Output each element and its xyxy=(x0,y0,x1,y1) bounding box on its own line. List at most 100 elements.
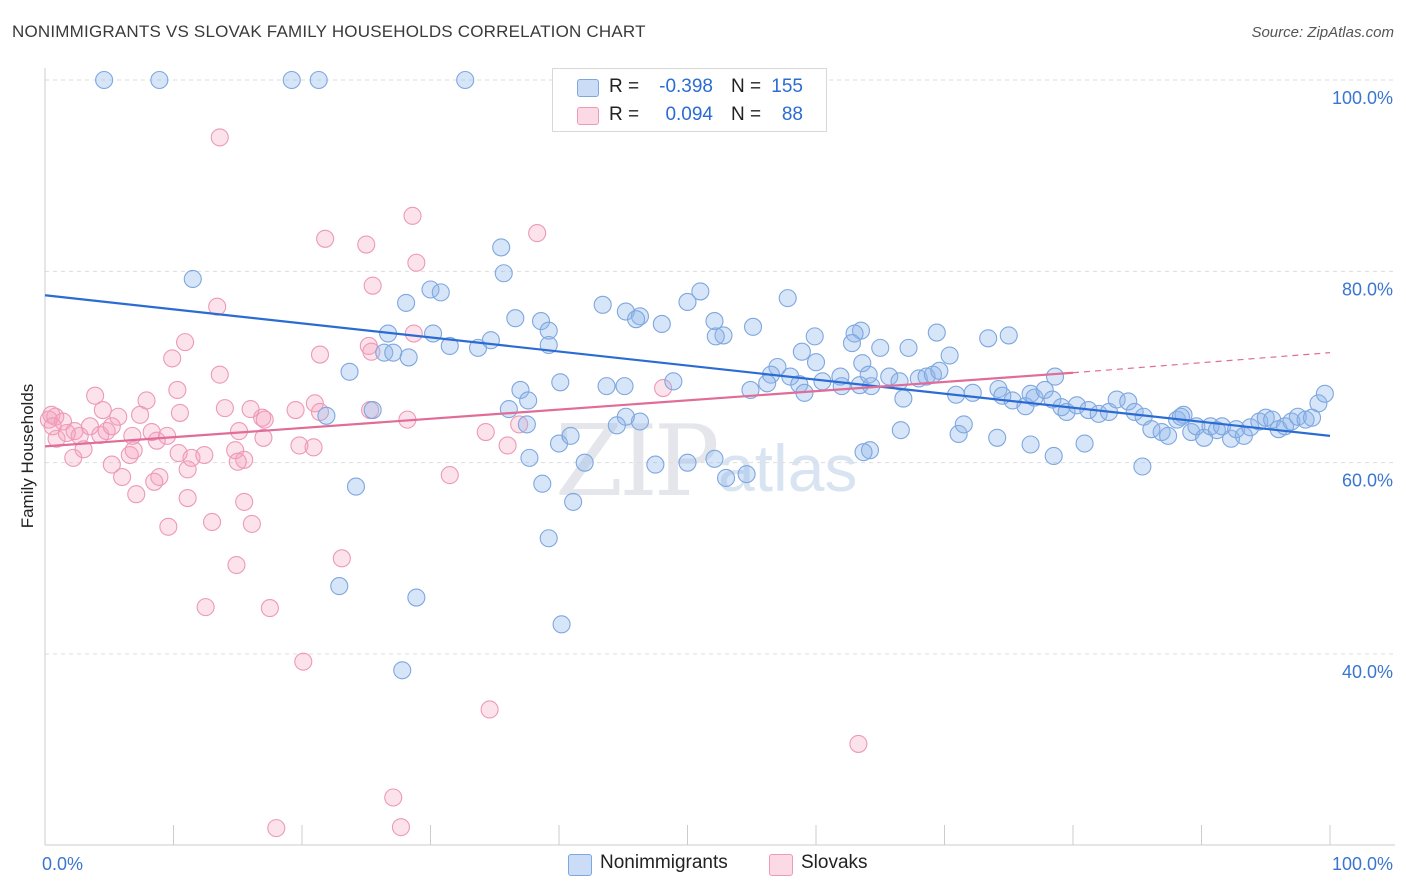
y-tick-label: 60.0% xyxy=(1342,471,1393,491)
legend-n-value: 155 xyxy=(771,76,803,97)
slovaks-point xyxy=(215,399,234,418)
nonimmigrants-point xyxy=(1296,410,1315,429)
slovaks-point xyxy=(170,403,189,422)
nonimmigrants-point xyxy=(940,346,959,365)
slovaks-point xyxy=(362,342,381,361)
source-credit: Source: ZipAtlas.com xyxy=(1251,24,1394,41)
nonimmigrants-point xyxy=(363,400,382,420)
nonimmigrants-point xyxy=(1107,390,1126,409)
nonimmigrants-point xyxy=(1213,417,1232,436)
nonimmigrants-point xyxy=(646,455,665,474)
slovaks-point xyxy=(127,485,146,504)
correlation-legend: R = -0.398 N = 155 R = 0.094 N = 88 xyxy=(552,68,827,132)
nonimmigrants-point xyxy=(421,280,440,299)
slovaks-point xyxy=(242,514,261,533)
slovaks-point xyxy=(226,441,245,460)
nonimmigrants-point xyxy=(963,383,982,402)
slovaks-point xyxy=(253,408,272,427)
tick-labels: 40.0% 60.0% 80.0% 100.0% 0.0% 100.0% xyxy=(42,88,1393,874)
slovaks-point xyxy=(403,206,422,225)
slovaks-point xyxy=(142,423,161,442)
slovaks-point xyxy=(305,394,324,413)
nonimmigrants-point xyxy=(282,70,301,90)
nonimmigrants-point xyxy=(499,400,518,419)
nonimmigrants-point xyxy=(384,343,403,362)
nonimmigrants-point xyxy=(393,661,412,680)
nonimmigrants-point xyxy=(431,283,450,302)
nonimmigrants-point xyxy=(741,380,760,400)
slovaks-point xyxy=(150,467,169,487)
slovaks-point xyxy=(404,324,423,343)
nonimmigrants-point xyxy=(743,317,763,336)
slovaks-point xyxy=(145,472,164,491)
nonimmigrants-point xyxy=(871,338,890,357)
slovaks-point xyxy=(363,276,382,295)
slovaks-point xyxy=(102,417,121,436)
slovaks-point xyxy=(267,819,286,838)
legend-r-value: -0.398 xyxy=(659,76,713,97)
nonimmigrants-point xyxy=(949,424,968,444)
nonimmigrants-point xyxy=(899,338,918,357)
nonimmigrants-point xyxy=(979,329,998,348)
legend-n-label: N = xyxy=(731,76,762,97)
slovaks-point xyxy=(124,441,143,460)
y-axis-label: Family Households xyxy=(18,383,37,529)
nonimmigrants-point xyxy=(95,70,114,90)
slovaks-point xyxy=(476,423,495,442)
slovaks-point xyxy=(210,365,229,384)
nonimmigrants-point xyxy=(407,588,426,607)
nonimmigrants-point xyxy=(1159,426,1178,445)
nonimmigrants-point xyxy=(346,477,366,496)
legend-swatch-blue xyxy=(577,79,599,97)
nonimmigrants-point xyxy=(652,314,671,334)
slovaks-point xyxy=(528,224,547,243)
nonimmigrants-point xyxy=(607,416,626,435)
slovaks-point xyxy=(195,445,214,465)
nonimmigrants-points xyxy=(95,70,1334,680)
nonimmigrants-point xyxy=(792,342,811,361)
slovaks-point xyxy=(113,467,132,487)
slovaks-point xyxy=(208,297,227,316)
nonimmigrants-point xyxy=(630,412,650,431)
slovaks-point xyxy=(654,378,673,398)
nonimmigrants-point xyxy=(832,377,851,396)
nonimmigrants-point xyxy=(927,323,946,342)
slovaks-point xyxy=(57,423,76,443)
nonimmigrants-point xyxy=(805,327,824,346)
nonimmigrants-point xyxy=(714,326,733,345)
bottom-legend-swatch-blue xyxy=(568,854,592,876)
slovaks-point xyxy=(332,549,351,568)
nonimmigrants-point xyxy=(593,295,612,314)
slovaks-point xyxy=(407,253,426,272)
slovaks-point xyxy=(310,345,330,364)
nonimmigrants-point xyxy=(691,282,710,301)
nonimmigrants-point xyxy=(519,391,538,410)
nonimmigrants-point xyxy=(616,302,635,321)
nonimmigrants-point xyxy=(1171,407,1190,426)
slovaks-trend-line xyxy=(44,371,1074,448)
nonimmigrants-point xyxy=(539,321,558,340)
nonimmigrants-point xyxy=(309,70,328,90)
nonimmigrants-point xyxy=(1119,392,1138,411)
slovaks-point xyxy=(260,599,279,618)
nonimmigrants-point xyxy=(664,372,683,391)
slovaks-point xyxy=(210,128,229,147)
slovaks-trend-extension xyxy=(1072,352,1331,374)
legend-n-label: N = xyxy=(731,104,762,125)
y-tick-label: 40.0% xyxy=(1342,662,1393,682)
nonimmigrants-point xyxy=(1309,394,1328,413)
nonimmigrants-point xyxy=(440,336,459,356)
nonimmigrants-point xyxy=(778,289,797,308)
nonimmigrants-point xyxy=(150,70,169,90)
nonimmigrants-point xyxy=(456,70,475,90)
bottom-legend-swatch-pink xyxy=(769,854,793,876)
slovaks-point xyxy=(147,431,166,450)
nonimmigrants-point xyxy=(340,362,359,381)
nonimmigrants-point xyxy=(678,292,697,311)
nonimmigrants-point xyxy=(705,449,724,468)
nonimmigrants-point xyxy=(330,577,349,596)
nonimmigrants-point xyxy=(615,377,634,396)
legend-n-value: 88 xyxy=(781,104,803,125)
slovaks-point xyxy=(440,466,459,485)
nonimmigrants-point xyxy=(930,361,949,380)
